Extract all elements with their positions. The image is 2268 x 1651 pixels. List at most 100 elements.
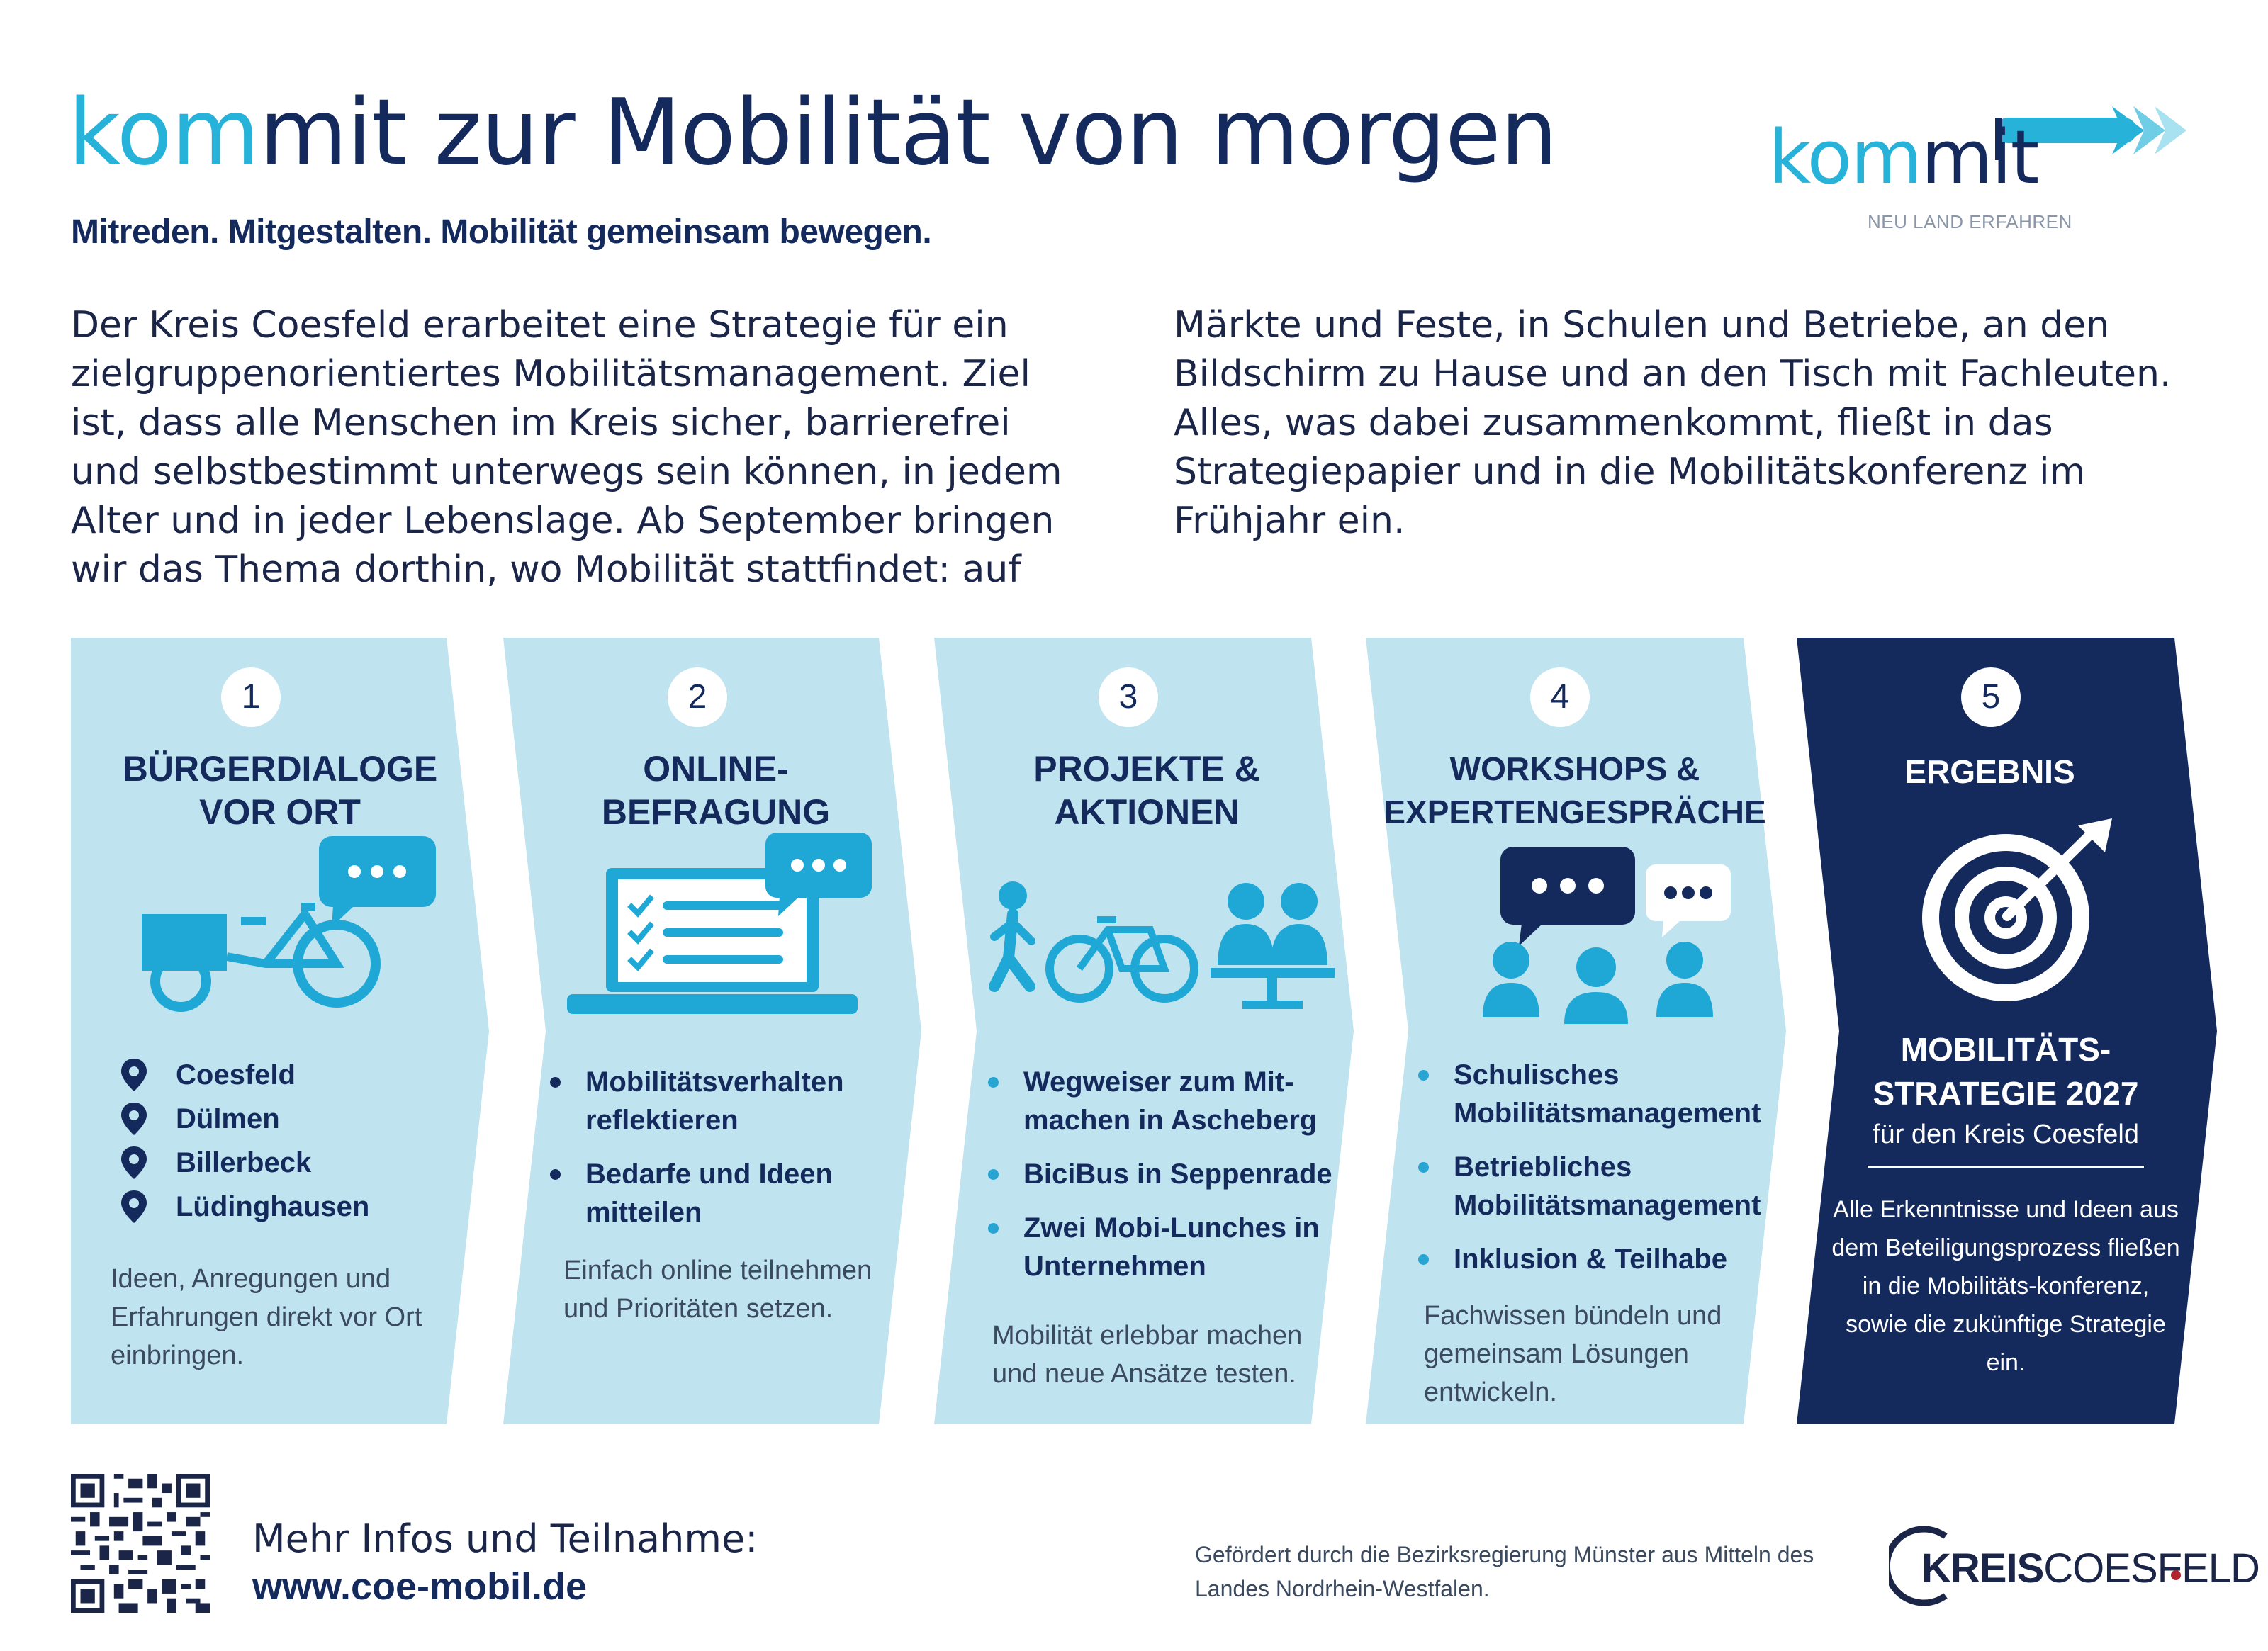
step-number: 5 [1961, 667, 2021, 727]
logo-wordmark: kommit [1768, 120, 2039, 194]
bullet-dot [550, 1077, 561, 1088]
location-pin-icon [121, 1190, 147, 1223]
logo-word-mit: mit [1921, 114, 2039, 201]
step-5: 5 ERGEBNIS MOBILITÄTS- STRATEGIE 2027 für… [1797, 631, 2217, 1431]
list-item-label: Schulisches Mobilitätsmanagement [1454, 1059, 1761, 1129]
step-title-line: WORKSHOPS & [1449, 750, 1700, 787]
step-4-shape [1366, 638, 1786, 1424]
title-highlight: kom [68, 80, 260, 186]
step-5-shape [1797, 638, 2217, 1424]
intro-column-2: Märkte und Feste, in Schulen und Betrieb… [1174, 304, 2172, 542]
step-title: WORKSHOPS & EXPERTENGESPRÄCHE [1366, 748, 1784, 834]
bullet-dot [1418, 1254, 1429, 1265]
target-arrow-icon [1922, 818, 2112, 1001]
list-item-label: Zwei Mobi-Lunches in Unternehmen [1023, 1212, 1320, 1282]
list-item: Inklusion & Teilhabe [1414, 1240, 1783, 1278]
step-description: Fachwissen bündeln und gemeinsam Lösunge… [1424, 1301, 1722, 1407]
funding-note: Gefördert durch die Bezirksregierung Mün… [1195, 1542, 1814, 1601]
bullet-dot [1418, 1162, 1429, 1173]
step-1-shape [71, 638, 489, 1424]
intro-column-1: Der Kreis Coesfeld erarbeitet eine Strat… [71, 304, 1062, 591]
step-number: 3 [1099, 667, 1158, 727]
kreis-c-icon [1889, 1526, 1948, 1606]
step-title: ONLINE- BEFRAGUNG [503, 748, 928, 834]
step-title-line: ONLINE- [643, 749, 789, 789]
kreis-word-rest: COESFELD [2043, 1545, 2260, 1591]
list-item: Lüdinghausen [119, 1188, 369, 1226]
footer-info-label: Mehr Infos und Teilnahme: [252, 1516, 758, 1561]
step-number: 1 [221, 667, 281, 727]
step-description: Mobilität erlebbar machen und neue Ansät… [992, 1321, 1303, 1389]
location-list: Coesfeld Dülmen Billerbeck Lüdinghausen [119, 1056, 369, 1232]
group-discussion-icon [1483, 847, 1731, 1024]
list-item: Wegweiser zum Mit-machen in Ascheberg [984, 1063, 1338, 1139]
page-subtitle: Mitreden. Mitgestalten. Mobilität gemein… [71, 213, 932, 251]
step-title-line: BÜRGERDIALOGE [122, 749, 438, 789]
list-item: Coesfeld [119, 1056, 369, 1094]
list-item: Billerbeck [119, 1144, 369, 1182]
list-item: BiciBus in Seppenrade [984, 1155, 1338, 1193]
kreis-coesfeld-logo: KREISCOESFELD [1889, 1523, 2260, 1608]
bullet-dot [988, 1169, 999, 1180]
list-item-label: Lüdinghausen [176, 1191, 370, 1222]
location-pin-icon [121, 1146, 147, 1179]
bullet-dot [988, 1223, 999, 1234]
bullet-dot [550, 1169, 561, 1180]
location-pin-icon [121, 1103, 147, 1135]
qr-code[interactable] [71, 1474, 210, 1613]
page-title: kommit zur Mobilität von morgen [68, 83, 1558, 184]
step-1: 1 BÜRGERDIALOGE VOR ORT Coesfeld Dülmen B… [71, 631, 489, 1431]
footer-url-link[interactable]: www.coe-mobil.de [252, 1565, 588, 1608]
step-title-line: PROJEKTE & [1033, 749, 1260, 789]
step-description: Einfach online teilnehmen und Prioritäte… [563, 1256, 872, 1324]
step-3: 3 PROJEKTE & AKTIONEN Wegweiser zum Mit-m… [934, 631, 1354, 1431]
step-2: 2 ONLINE- BEFRAGUNG Mobilitätsverhalten r… [503, 631, 921, 1431]
result-divider [1868, 1166, 2144, 1168]
step-title: BÜRGERDIALOGE VOR ORT [71, 748, 489, 834]
list-item-label: BiciBus in Seppenrade [1023, 1159, 1332, 1190]
result-title-line: MOBILITÄTS- [1900, 1031, 2111, 1068]
step-title-line: AKTIONEN [1054, 792, 1240, 832]
bullet-dot [1418, 1070, 1429, 1081]
list-item-label: Mobilitätsverhalten reflektieren [585, 1066, 844, 1136]
list-item: Schulisches Mobilitätsmanagement [1414, 1056, 1783, 1132]
step-title-line: BEFRAGUNG [601, 792, 831, 832]
list-item-label: Inklusion & Teilhabe [1454, 1244, 1727, 1275]
result-subtitle: für den Kreis Coesfeld [1873, 1120, 2139, 1149]
step-title-line: EXPERTENGESPRÄCHE [1383, 794, 1766, 830]
step-3-shape [934, 638, 1354, 1424]
step-4: 4 WORKSHOPS & EXPERTENGESPRÄCHE Schulisch… [1366, 631, 1786, 1431]
location-pin-icon [121, 1059, 147, 1091]
cargo-bike-chat-icon [142, 836, 436, 1012]
kreis-red-dot [2171, 1570, 2181, 1580]
logo-word-kom: kom [1768, 114, 1922, 201]
step-title: PROJEKTE & AKTIONEN [934, 748, 1359, 834]
bullet-list: Schulisches Mobilitätsmanagement Betrieb… [1414, 1056, 1783, 1294]
title-rest: mit zur Mobilität von morgen [259, 80, 1558, 186]
result-title-line: STRATEGIE 2027 [1873, 1075, 2139, 1112]
kreis-word-bold: KREIS [1921, 1545, 2044, 1591]
list-item-label: Billerbeck [176, 1147, 312, 1178]
step-title-line: VOR ORT [199, 792, 361, 832]
walk-bike-people-icon [989, 881, 1335, 1009]
list-item: Zwei Mobi-Lunches in Unternehmen [984, 1209, 1338, 1285]
step-title: ERGEBNIS [1904, 753, 2075, 790]
list-item: Bedarfe und Ideen mitteilen [546, 1155, 886, 1232]
bullet-dot [988, 1077, 999, 1088]
list-item-label: Dülmen [176, 1103, 280, 1134]
list-item: Betriebliches Mobilitätsmanagement [1414, 1148, 1783, 1224]
kreis-wordmark: KREISCOESFELD [1921, 1545, 2260, 1592]
laptop-checklist-icon [567, 833, 872, 1014]
kommit-logo: kommit NEU LAND ERFAHREN [1768, 99, 2186, 241]
step-number: 2 [668, 667, 727, 727]
list-item-label: Bedarfe und Ideen mitteilen [585, 1159, 833, 1228]
list-item-label: Betriebliches Mobilitätsmanagement [1454, 1151, 1761, 1221]
step-number: 4 [1530, 667, 1590, 727]
bullet-list: Mobilitätsverhalten reflektieren Bedarfe… [546, 1063, 886, 1247]
list-item-label: Coesfeld [176, 1059, 296, 1091]
list-item: Mobilitätsverhalten reflektieren [546, 1063, 886, 1139]
list-item-label: Wegweiser zum Mit-machen in Ascheberg [1023, 1066, 1318, 1136]
logo-tagline: NEU LAND ERFAHREN [1868, 211, 2072, 232]
step-description: Ideen, Anregungen und Erfahrungen direkt… [111, 1264, 422, 1370]
